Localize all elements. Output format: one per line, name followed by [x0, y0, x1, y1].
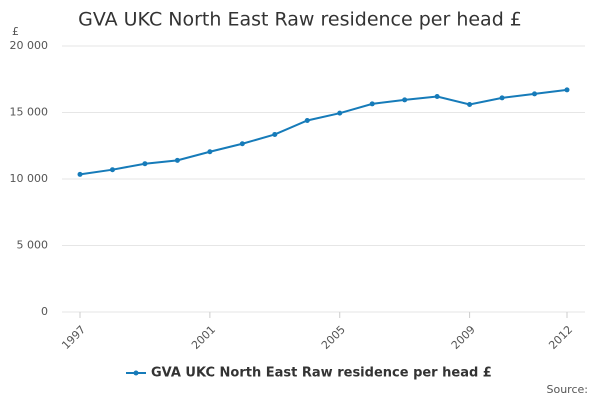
- data-point: [304, 117, 310, 123]
- y-tick-label: 5 000: [17, 239, 49, 252]
- source: Source:: [547, 383, 589, 396]
- legend-marker: [133, 370, 139, 376]
- y-axis-label: £: [12, 25, 19, 38]
- x-tick-label: 1997: [59, 323, 88, 352]
- data-point: [174, 157, 180, 163]
- y-tick-label: 15 000: [10, 106, 49, 119]
- data-point: [272, 131, 278, 137]
- x-tick-label: 2012: [546, 323, 575, 352]
- y-tick-label: 0: [41, 305, 48, 318]
- x-tick-label: 2005: [319, 323, 348, 352]
- y-tick-label: 10 000: [10, 172, 49, 185]
- x-tick-label: 2009: [449, 323, 478, 352]
- data-point: [369, 101, 375, 107]
- data-point: [109, 167, 115, 173]
- data-point: [564, 87, 570, 93]
- data-point: [337, 110, 343, 116]
- data-point: [207, 149, 213, 155]
- data-point: [402, 97, 408, 103]
- data-point: [467, 102, 473, 108]
- data-point: [499, 95, 505, 101]
- x-tick-label: 2001: [189, 323, 218, 352]
- data-point: [77, 171, 83, 177]
- data-point: [434, 94, 440, 100]
- legend-label: GVA UKC North East Raw residence per hea…: [151, 366, 492, 381]
- data-point: [142, 161, 148, 167]
- y-tick-label: 20 000: [10, 39, 49, 52]
- chart-title: GVA UKC North East Raw residence per hea…: [78, 9, 522, 31]
- data-point: [532, 91, 538, 97]
- data-point: [239, 141, 245, 147]
- series-line: [79, 88, 568, 176]
